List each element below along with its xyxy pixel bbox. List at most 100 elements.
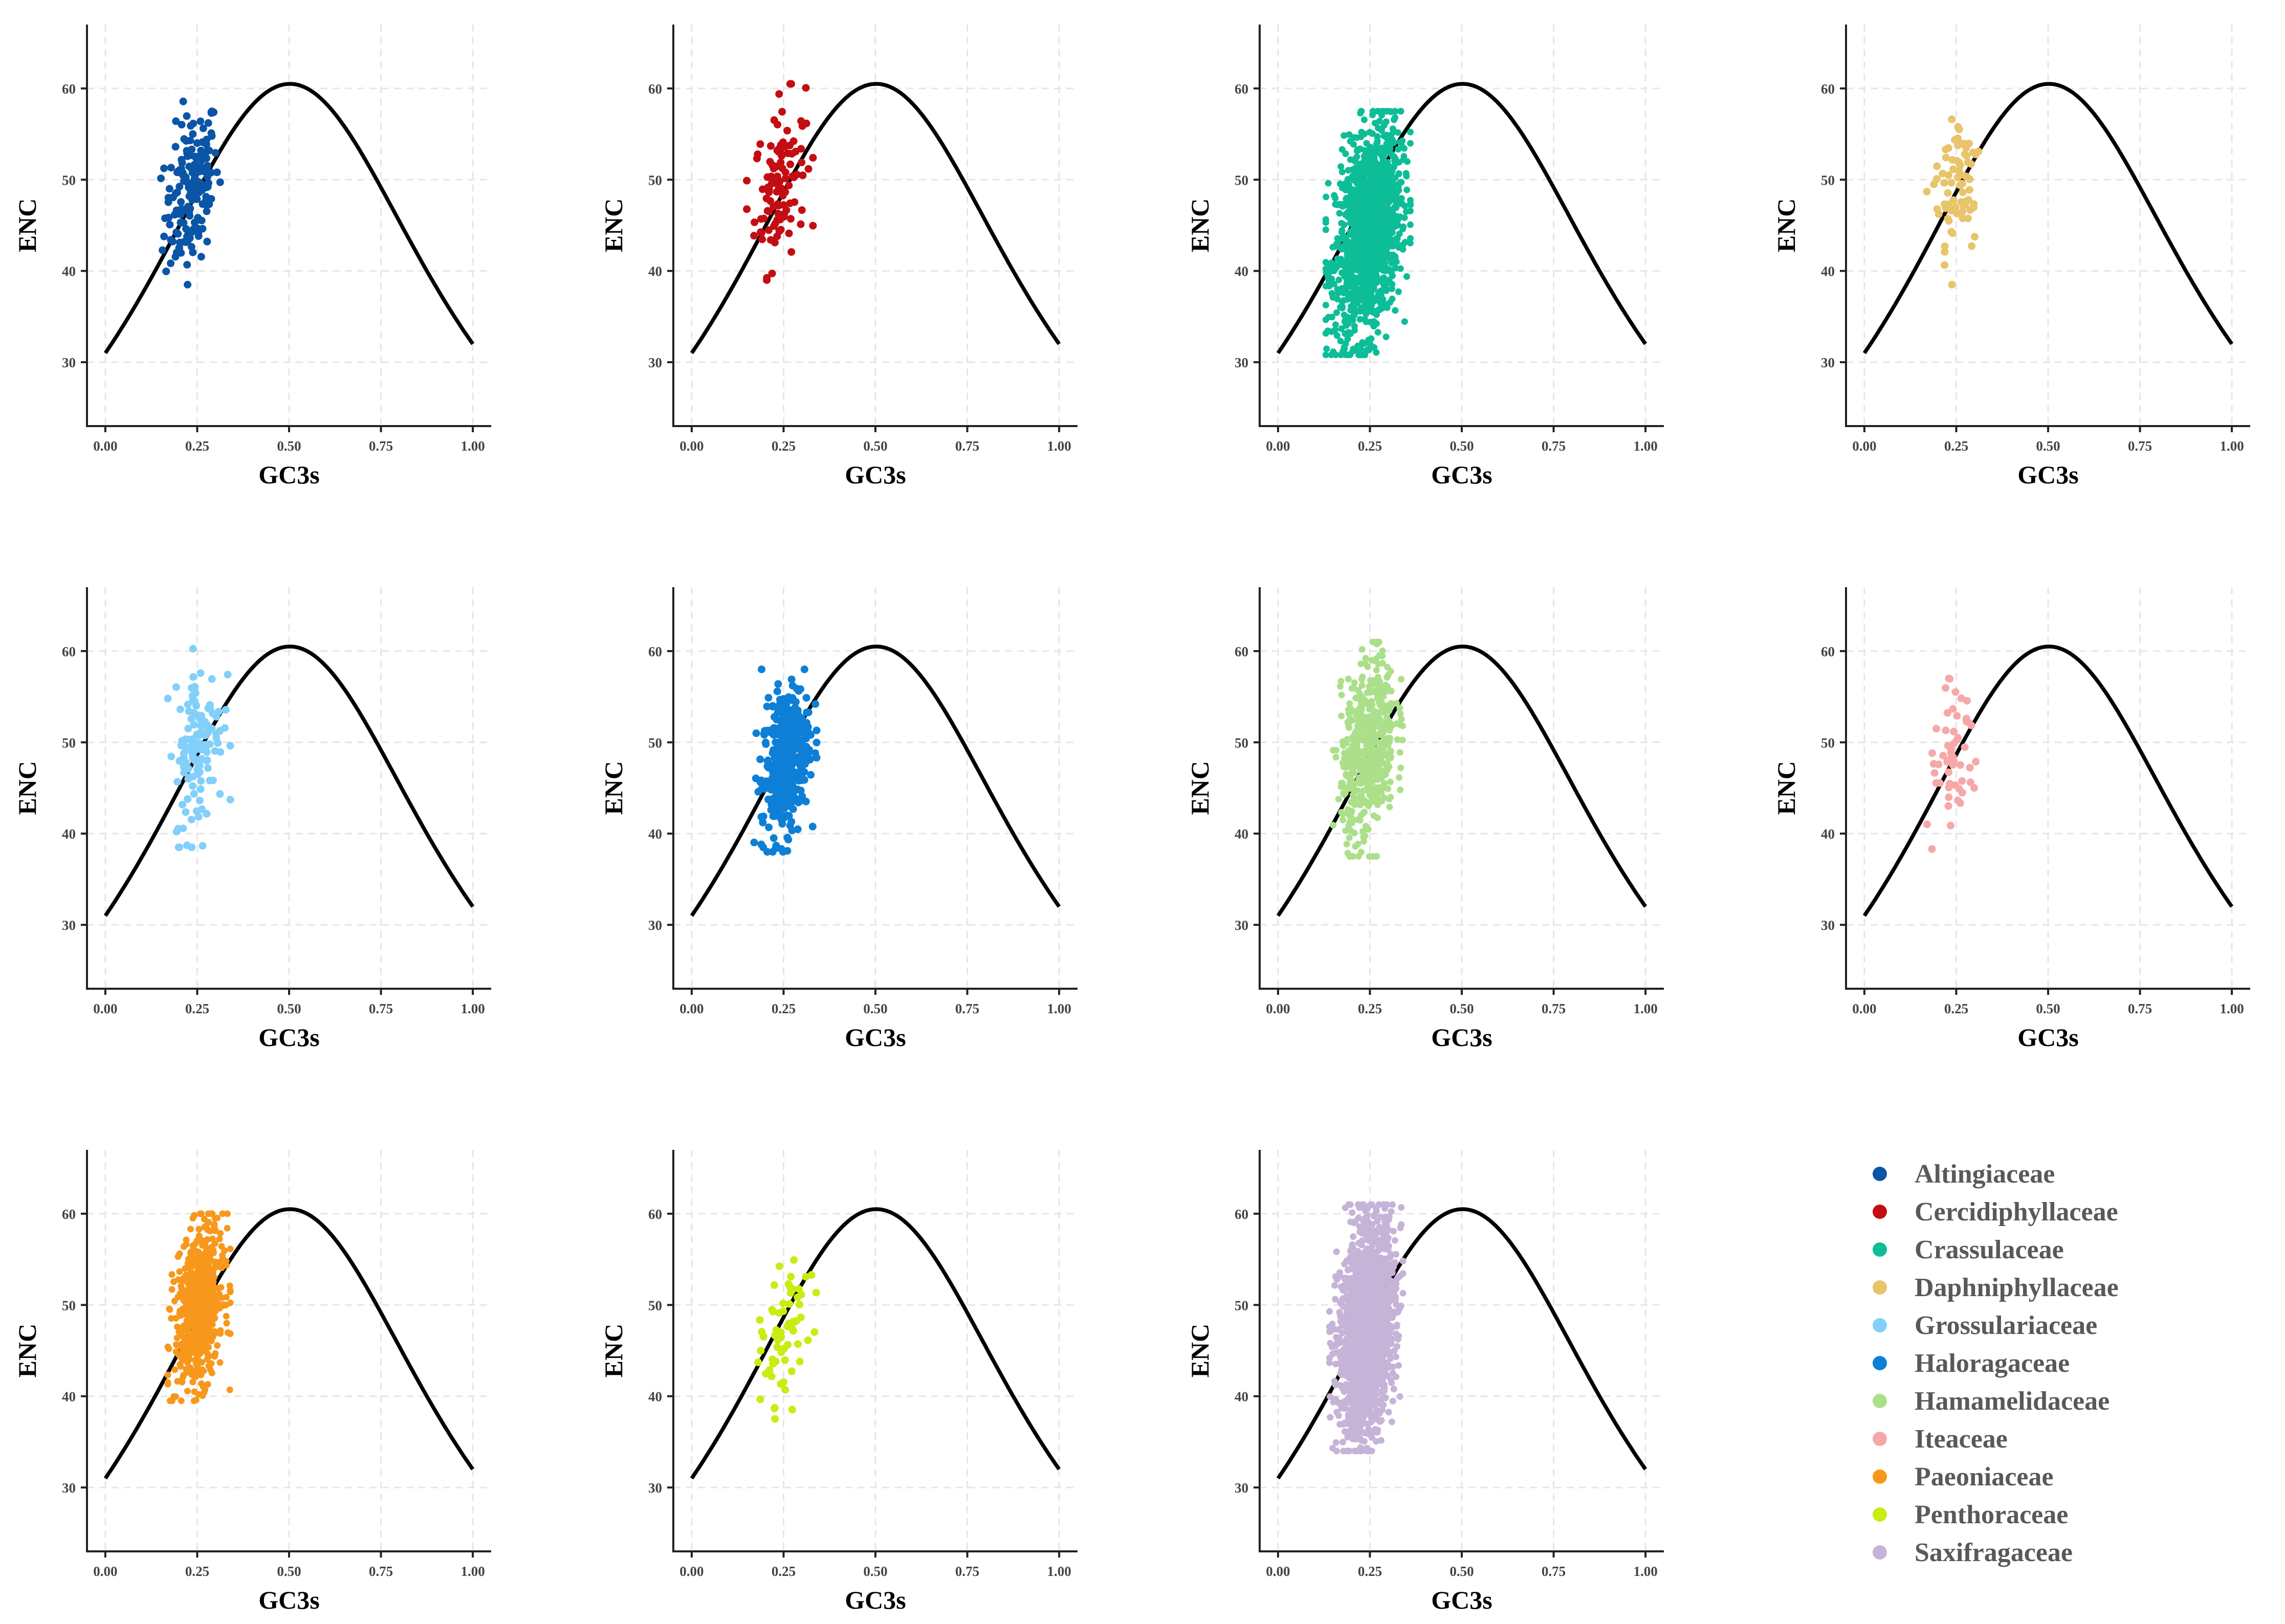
data-point: [1961, 201, 1969, 209]
data-point: [1389, 1397, 1396, 1405]
data-point: [210, 1250, 217, 1256]
data-point: [776, 704, 784, 713]
data-point: [177, 198, 185, 206]
data-point: [1354, 300, 1361, 307]
data-point: [1374, 329, 1381, 336]
data-point: [1386, 738, 1393, 745]
data-point: [1968, 242, 1976, 250]
data-point: [207, 1297, 214, 1304]
data-point: [1335, 261, 1343, 269]
data-point: [772, 844, 780, 852]
data-point: [1349, 768, 1356, 775]
x-tick-label: 1.00: [460, 1564, 485, 1579]
data-point: [1948, 281, 1956, 288]
data-point: [1366, 129, 1373, 136]
data-point: [1355, 853, 1362, 860]
data-point: [780, 213, 788, 221]
data-point: [1959, 214, 1967, 223]
data-point: [184, 795, 192, 803]
y-tick-label: 60: [648, 644, 662, 659]
data-point: [179, 1346, 186, 1353]
data-point: [189, 248, 197, 256]
data-point: [1370, 263, 1377, 271]
data-point: [172, 1393, 179, 1400]
data-point: [763, 207, 772, 215]
data-point: [196, 1263, 204, 1270]
data-point: [797, 145, 805, 153]
data-point: [1966, 206, 1974, 214]
data-point: [1928, 845, 1936, 853]
data-point: [1377, 742, 1385, 748]
data-point: [1962, 144, 1970, 152]
data-point: [770, 746, 778, 754]
data-point: [189, 782, 196, 790]
data-point: [211, 747, 219, 755]
data-point: [184, 1388, 191, 1395]
data-point: [1377, 1437, 1385, 1444]
data-point: [809, 221, 817, 230]
data-point: [772, 753, 780, 761]
data-point: [173, 777, 182, 786]
data-point: [792, 796, 799, 805]
y-axis-title: ENC: [1185, 198, 1214, 253]
data-point: [1368, 289, 1375, 296]
data-point: [757, 776, 765, 785]
data-point: [1337, 338, 1344, 345]
data-point: [1374, 138, 1381, 145]
data-point: [189, 1215, 196, 1221]
data-point: [217, 1258, 224, 1265]
data-point: [1338, 325, 1345, 332]
data-point: [1335, 201, 1343, 208]
data-point: [1338, 168, 1346, 175]
data-point: [1382, 752, 1390, 760]
data-point: [206, 740, 214, 748]
y-tick-label: 50: [1821, 172, 1835, 188]
data-point: [1382, 681, 1389, 688]
data-point: [185, 1344, 192, 1351]
data-point: [176, 1268, 183, 1275]
data-point: [1944, 768, 1952, 776]
data-point: [782, 757, 790, 765]
data-point: [187, 1226, 194, 1233]
data-point: [218, 1243, 225, 1250]
data-point: [217, 1284, 225, 1291]
data-point: [793, 170, 801, 179]
x-axis-title: GC3s: [845, 1586, 906, 1614]
data-point: [1366, 766, 1373, 773]
data-point: [180, 753, 188, 762]
axis-lines: [672, 25, 1078, 427]
data-point: [1948, 229, 1957, 237]
data-point: [771, 1415, 779, 1423]
data-point: [1368, 738, 1375, 745]
data-point: [190, 721, 198, 729]
data-point: [1380, 720, 1387, 727]
data-point: [197, 1210, 205, 1217]
data-point: [1348, 685, 1355, 692]
data-point: [1393, 196, 1400, 204]
x-tick-label: 0.00: [93, 438, 117, 454]
data-point: [1331, 192, 1338, 199]
data-point: [1395, 183, 1402, 190]
data-point: [176, 238, 184, 247]
data-point: [777, 845, 785, 853]
data-point: [208, 1338, 215, 1344]
data-point: [1392, 307, 1399, 314]
data-point: [216, 790, 224, 798]
data-point: [1387, 299, 1394, 306]
data-point: [1397, 108, 1404, 115]
data-point: [175, 843, 184, 851]
data-point: [1364, 167, 1371, 174]
data-point: [1970, 784, 1978, 792]
data-point: [1378, 108, 1386, 115]
data-point: [172, 117, 180, 125]
data-point: [198, 805, 206, 813]
data-point: [195, 796, 204, 805]
data-point: [194, 770, 202, 778]
data-point: [1354, 279, 1361, 286]
data-point: [779, 191, 787, 199]
data-point: [1351, 327, 1358, 334]
data-point: [1343, 840, 1350, 848]
